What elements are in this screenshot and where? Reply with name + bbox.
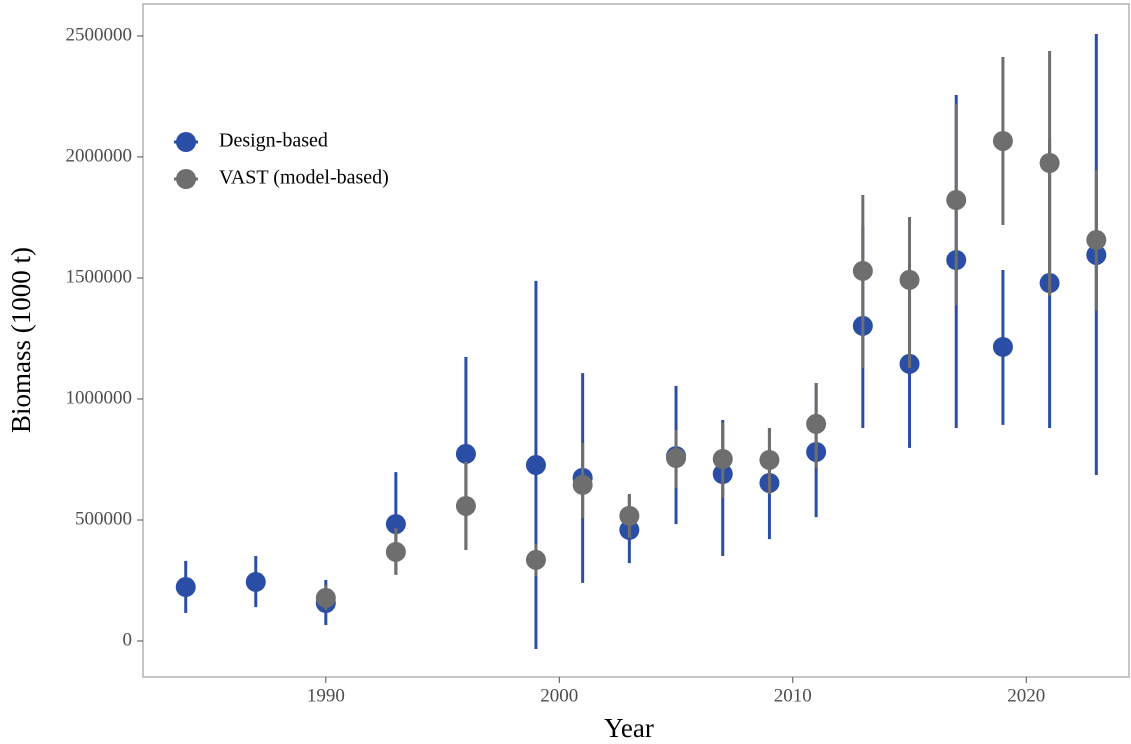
point bbox=[455, 495, 476, 516]
point bbox=[759, 449, 780, 470]
x-tick-label: 2010 bbox=[774, 685, 812, 706]
legend-label: VAST (model-based) bbox=[219, 167, 389, 189]
point bbox=[455, 443, 476, 464]
point bbox=[525, 549, 546, 570]
x-axis-title: Year bbox=[604, 713, 654, 743]
point bbox=[992, 336, 1013, 357]
y-tick-label: 2000000 bbox=[66, 145, 133, 166]
x-tick-label: 1990 bbox=[307, 685, 345, 706]
point bbox=[315, 587, 336, 608]
point bbox=[245, 571, 266, 592]
x-tick-label: 2020 bbox=[1007, 685, 1045, 706]
point bbox=[852, 260, 873, 281]
point bbox=[712, 448, 733, 469]
legend-marker bbox=[176, 132, 196, 152]
legend-label: Design-based bbox=[219, 130, 328, 152]
y-tick-label: 1500000 bbox=[66, 266, 133, 287]
point bbox=[385, 541, 406, 562]
point bbox=[1039, 153, 1060, 174]
point bbox=[1086, 229, 1107, 250]
x-tick-label: 2000 bbox=[540, 685, 578, 706]
y-tick-label: 2500000 bbox=[66, 24, 133, 45]
y-tick-label: 500000 bbox=[75, 508, 132, 529]
y-axis-title: Biomass (1000 t) bbox=[6, 247, 36, 433]
point bbox=[946, 190, 967, 211]
point bbox=[992, 130, 1013, 151]
legend-marker bbox=[176, 169, 196, 189]
point bbox=[666, 448, 687, 469]
point bbox=[899, 269, 920, 290]
plot-frame bbox=[142, 3, 1130, 678]
point bbox=[385, 514, 406, 535]
point bbox=[806, 413, 827, 434]
point bbox=[572, 474, 593, 495]
point bbox=[619, 505, 640, 526]
point bbox=[175, 577, 196, 598]
y-tick-label: 0 bbox=[123, 629, 133, 650]
y-tick-label: 1000000 bbox=[66, 387, 133, 408]
point bbox=[525, 455, 546, 476]
